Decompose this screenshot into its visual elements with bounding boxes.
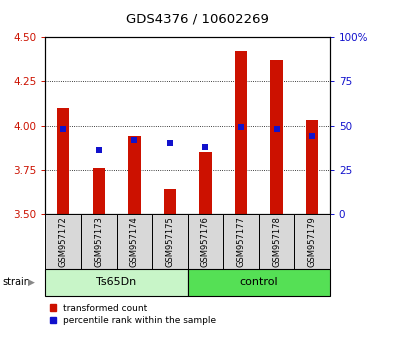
Bar	[45, 214, 81, 269]
Bar	[223, 214, 259, 269]
Text: GSM957175: GSM957175	[166, 216, 174, 267]
Bar	[188, 214, 223, 269]
Bar	[117, 214, 152, 269]
Text: GDS4376 / 10602269: GDS4376 / 10602269	[126, 12, 269, 25]
Bar	[270, 60, 283, 214]
Text: control: control	[239, 277, 278, 287]
Text: strain: strain	[2, 277, 30, 287]
Bar	[152, 214, 188, 269]
Bar	[235, 51, 247, 214]
Text: GSM957174: GSM957174	[130, 216, 139, 267]
Text: GSM957179: GSM957179	[308, 216, 316, 267]
Bar	[128, 136, 141, 214]
Text: GSM957177: GSM957177	[237, 216, 245, 267]
Text: GSM957176: GSM957176	[201, 216, 210, 267]
Bar	[259, 214, 294, 269]
Text: GSM957178: GSM957178	[272, 216, 281, 267]
Text: GSM957173: GSM957173	[94, 216, 103, 267]
Bar	[188, 269, 330, 296]
Bar	[164, 189, 176, 214]
Bar	[81, 214, 117, 269]
Text: GSM957172: GSM957172	[59, 216, 68, 267]
Bar	[294, 214, 330, 269]
Text: Ts65Dn: Ts65Dn	[96, 277, 137, 287]
Bar	[92, 168, 105, 214]
Bar	[57, 108, 70, 214]
Bar	[199, 152, 212, 214]
Text: ▶: ▶	[28, 278, 35, 287]
Bar	[45, 269, 188, 296]
Bar	[306, 120, 318, 214]
Legend: transformed count, percentile rank within the sample: transformed count, percentile rank withi…	[50, 304, 216, 325]
